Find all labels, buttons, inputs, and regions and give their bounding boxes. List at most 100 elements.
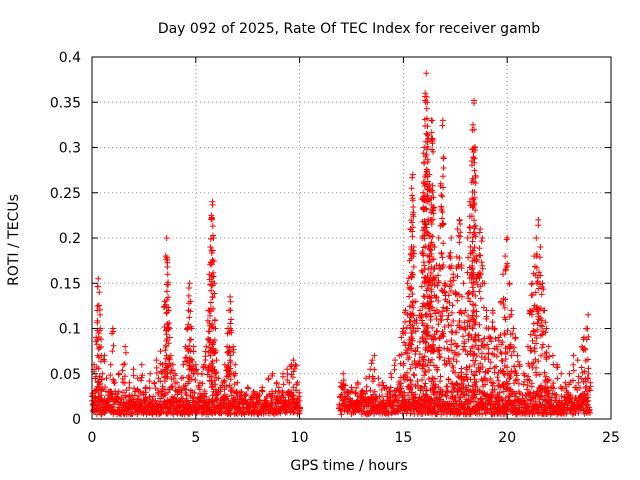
background-point xyxy=(115,395,122,402)
spike-point xyxy=(409,228,416,235)
background-point xyxy=(383,393,390,400)
spike-point xyxy=(570,367,577,374)
data-point xyxy=(520,370,527,377)
spike-point xyxy=(245,385,252,392)
background-point xyxy=(338,391,345,398)
spike-point xyxy=(504,364,511,371)
background-point xyxy=(340,386,347,393)
background-point xyxy=(344,408,351,415)
data-point xyxy=(448,235,455,241)
spike-point xyxy=(399,328,406,335)
data-point xyxy=(464,235,471,241)
spike-point xyxy=(293,381,300,388)
data-point xyxy=(458,262,465,269)
spike-point xyxy=(468,315,475,322)
spike-point xyxy=(293,387,300,394)
background-point xyxy=(524,397,531,404)
spike-point xyxy=(471,217,478,224)
spike-point xyxy=(432,388,439,395)
background-point xyxy=(472,395,479,402)
x-tick-label: 10 xyxy=(291,430,309,446)
spike-point xyxy=(428,239,435,246)
background-point xyxy=(512,393,519,400)
spike-point xyxy=(428,129,435,136)
data-point xyxy=(408,185,415,192)
spike-point xyxy=(504,349,511,356)
data-point xyxy=(477,225,484,232)
spike-point xyxy=(227,352,234,359)
spike-point xyxy=(430,210,437,217)
spike-point xyxy=(409,361,416,368)
data-point xyxy=(454,225,461,232)
background-point xyxy=(296,408,303,415)
spike-point xyxy=(408,285,415,292)
spike-point xyxy=(435,277,442,284)
spike-point xyxy=(425,305,432,312)
background-point xyxy=(177,398,184,405)
spike-point xyxy=(98,343,105,350)
background-point xyxy=(457,394,464,401)
data-point xyxy=(502,253,509,260)
spike-point xyxy=(500,301,507,308)
spike-point xyxy=(158,388,165,395)
spike-point xyxy=(469,284,476,291)
spike-point xyxy=(477,283,484,290)
spike-point xyxy=(407,365,414,372)
spike-point xyxy=(440,164,447,171)
spike-point xyxy=(532,289,539,296)
spike-point xyxy=(409,271,416,278)
spike-point xyxy=(192,367,199,374)
spike-point xyxy=(469,262,476,269)
spike-point xyxy=(423,115,430,122)
spike-point xyxy=(490,351,497,358)
data-point xyxy=(585,311,592,318)
spike-point xyxy=(538,317,545,324)
spike-point xyxy=(508,368,515,375)
data-point xyxy=(587,379,594,386)
spike-point xyxy=(454,273,461,280)
spike-point xyxy=(167,362,174,369)
spike-point xyxy=(470,248,477,255)
background-point xyxy=(135,395,142,402)
spike-point xyxy=(538,382,545,389)
data-point xyxy=(126,379,133,386)
spike-point xyxy=(536,385,543,392)
spike-point xyxy=(201,388,208,395)
spike-point xyxy=(110,342,117,349)
spike-point xyxy=(448,262,455,269)
data-point xyxy=(429,135,436,142)
spike-point xyxy=(536,254,543,261)
data-point xyxy=(549,352,556,359)
background-point xyxy=(479,411,486,418)
data-point xyxy=(134,375,141,382)
spike-point xyxy=(429,324,436,331)
background-point xyxy=(386,389,393,396)
background-point xyxy=(584,392,591,399)
spike-point xyxy=(502,267,509,274)
spike-point xyxy=(494,374,501,381)
data-point xyxy=(244,384,251,391)
spike-point xyxy=(400,360,407,367)
spike-point xyxy=(487,359,494,366)
spike-point xyxy=(448,328,455,335)
spike-point xyxy=(410,204,417,211)
background-point xyxy=(400,392,407,399)
background-point xyxy=(564,404,571,411)
spike-point xyxy=(440,240,447,247)
data-point xyxy=(479,235,486,241)
data-point xyxy=(566,370,573,377)
spike-point xyxy=(349,388,356,395)
spike-point xyxy=(410,250,417,257)
data-point xyxy=(109,325,116,332)
spike-point xyxy=(162,347,169,354)
background-point xyxy=(381,399,388,406)
spike-point xyxy=(554,375,561,382)
x-tick-label: 15 xyxy=(394,430,412,446)
background-point xyxy=(385,409,392,416)
spike-point xyxy=(185,284,192,291)
background-point xyxy=(178,395,185,402)
data-point xyxy=(348,384,355,391)
data-point xyxy=(284,366,291,373)
data-point xyxy=(215,375,222,382)
spike-point xyxy=(447,249,454,256)
